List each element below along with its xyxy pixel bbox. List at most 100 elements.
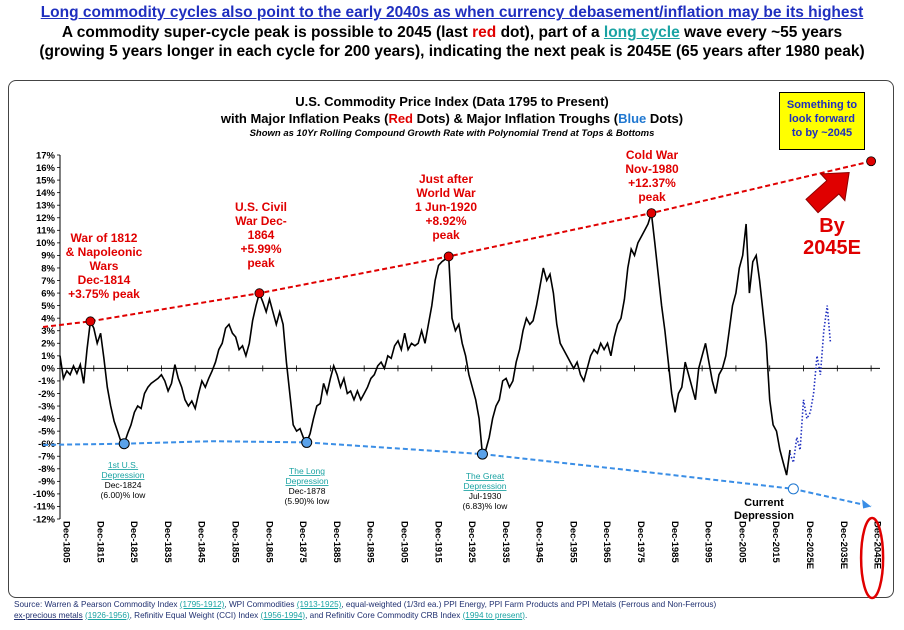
- y-tick-label: 0%: [41, 364, 55, 375]
- x-tick-label: Dec-2025E: [804, 521, 815, 569]
- trough-dot: [787, 483, 799, 495]
- source-text-6: , and Refinitiv Core Commodity CRB Index: [305, 610, 463, 620]
- y-tick-label: -2%: [38, 389, 55, 400]
- peak-dot: [646, 208, 657, 219]
- peak-dot: [443, 251, 454, 262]
- y-tick-label: 2%: [41, 339, 55, 350]
- y-tick-label: 14%: [36, 188, 56, 199]
- x-tick-label: Dec-1995: [703, 521, 714, 563]
- x-tick-label: Dec-1865: [263, 521, 274, 563]
- x-tick-label: Dec-2035E: [838, 521, 849, 569]
- peak-label: Just after World War 1 Jun-1920 +8.92% peak: [415, 172, 477, 242]
- x-tick-label: Dec-1845: [196, 521, 207, 563]
- x-tick-label: Dec-1925: [466, 521, 477, 563]
- y-tick-label: 10%: [36, 238, 56, 249]
- trough-dot: [118, 438, 130, 450]
- y-tick-label: 3%: [41, 326, 55, 337]
- source-link-4[interactable]: (1956-1994): [260, 610, 306, 620]
- peak-label: U.S. Civil War Dec-1864 +5.99% peak: [235, 200, 287, 270]
- y-tick-label: 1%: [41, 351, 55, 362]
- y-tick-label: 16%: [36, 163, 56, 174]
- y-tick-label: 5%: [41, 301, 55, 312]
- long-cycle-link[interactable]: long cycle: [603, 24, 680, 41]
- x-tick-label: Dec-1885: [331, 521, 342, 563]
- source-text-1: Source: Warren & Pearson Commodity Index: [14, 600, 180, 609]
- headline-title: Long commodity cycles also point to the …: [40, 4, 864, 21]
- x-tick-label: Dec-1825: [128, 521, 139, 563]
- highlight-ellipse: [859, 516, 885, 600]
- y-tick-label: -11%: [33, 502, 55, 513]
- y-tick-label: 17%: [36, 150, 56, 161]
- peak-trend-line: [42, 160, 872, 328]
- y-tick-label: -1%: [38, 376, 55, 387]
- x-tick-label: Dec-1945: [534, 521, 545, 563]
- source-text-7: .: [524, 610, 528, 620]
- trough-label: Jul-1930 (6.83)% low: [463, 491, 509, 511]
- peak-dot: [866, 156, 877, 167]
- x-tick-label: Dec-1915: [432, 521, 443, 563]
- y-tick-label: 7%: [41, 276, 55, 287]
- trough-dot: [301, 436, 313, 448]
- source-link-5[interactable]: (1994 to present): [462, 610, 525, 620]
- x-tick-label: Dec-1965: [601, 521, 612, 563]
- y-tick-label: -7%: [38, 452, 55, 463]
- y-tick-label: -5%: [38, 426, 55, 437]
- peak-label: War of 1812 & Napoleonic Wars Dec-1814 +3.75…: [66, 231, 143, 301]
- trough-dot: [476, 448, 488, 460]
- y-tick-label: 15%: [36, 175, 56, 186]
- callout-box: Something to look forward to by ~2045: [779, 92, 865, 150]
- x-tick-label: Dec-1955: [567, 521, 578, 563]
- headline-line-2-c: wave every ~55 years: [679, 24, 843, 41]
- peak-dot: [254, 288, 265, 299]
- y-tick-label: 13%: [36, 201, 56, 212]
- by-2045e-label: By 2045E: [803, 215, 861, 259]
- y-tick-label: 12%: [36, 213, 56, 224]
- trough-label: Current Depression: [734, 497, 794, 522]
- y-tick-label: 4%: [41, 313, 55, 324]
- series-line-0: [59, 212, 791, 476]
- x-tick-label: Dec-1975: [635, 521, 646, 563]
- source-footnote: Source: Warren & Pearson Commodity Index…: [14, 600, 894, 621]
- source-text-4: ex-precious metals: [14, 610, 83, 620]
- y-tick-label: -4%: [38, 414, 55, 425]
- headline-line-2: A commodity super-cycle peak is possible…: [0, 24, 904, 42]
- headline-line-2-a: A commodity super-cycle peak is possible…: [61, 24, 473, 41]
- x-tick-label: Dec-1985: [669, 521, 680, 563]
- x-tick-label: Dec-1835: [162, 521, 173, 563]
- y-tick-label: -10%: [33, 489, 56, 500]
- trough-trend-line: [43, 440, 872, 508]
- headline-red-word: red: [472, 24, 497, 41]
- x-tick-label: Dec-1855: [229, 521, 240, 563]
- source-link-2[interactable]: (1913-1925): [296, 600, 342, 609]
- x-tick-label: Dec-1895: [365, 521, 376, 563]
- source-text-2: , WPI Commodities: [224, 600, 297, 609]
- trough-label-link[interactable]: 1st U.S. Depression: [102, 460, 145, 480]
- x-tick-label: Dec-1815: [94, 521, 105, 563]
- x-tick-label: Dec-2015: [770, 521, 781, 563]
- headline-line-3: (growing 5 years longer in each cycle fo…: [39, 43, 865, 60]
- y-tick-label: 6%: [41, 288, 55, 299]
- chart-subtitle: with Major Inflation Peaks (Red Dots) & …: [220, 111, 683, 126]
- peak-label: Cold War Nov-1980 +12.37% peak: [625, 148, 679, 204]
- source-text-5: , Refinitiv Equal Weight (CCI) Index: [129, 610, 261, 620]
- chart-frame: [8, 80, 894, 598]
- red-arrow-icon: [805, 172, 850, 214]
- y-tick-label: 9%: [41, 251, 55, 262]
- trough-label: Dec-1878 (5.90)% low: [285, 486, 331, 506]
- x-tick-label: Dec-2045E: [872, 521, 883, 569]
- source-link-3[interactable]: (1926-1956): [85, 610, 130, 620]
- trough-label-link[interactable]: The Long Depression: [286, 466, 329, 486]
- source-link-1[interactable]: (1795-1912): [179, 600, 225, 609]
- y-tick-label: -9%: [38, 477, 55, 488]
- x-tick-label: Dec-2005: [736, 521, 747, 563]
- y-tick-label: -12%: [33, 514, 56, 525]
- trough-trend-arrowhead: [862, 499, 872, 509]
- trough-label-link[interactable]: The Great Depression: [464, 471, 507, 491]
- y-tick-label: 11%: [37, 226, 56, 237]
- x-tick-label: Dec-1805: [61, 521, 72, 563]
- headline-line-2-b: dot), part of a: [496, 24, 604, 41]
- source-text-3: , equal-weighted (1/3rd ea.) PPI Energy,…: [341, 600, 717, 609]
- y-tick-label: 8%: [41, 263, 55, 274]
- y-tick-label: -3%: [38, 401, 55, 412]
- commodity-cycle-chart: U.S. Commodity Price Index (Data 1795 to…: [33, 94, 885, 600]
